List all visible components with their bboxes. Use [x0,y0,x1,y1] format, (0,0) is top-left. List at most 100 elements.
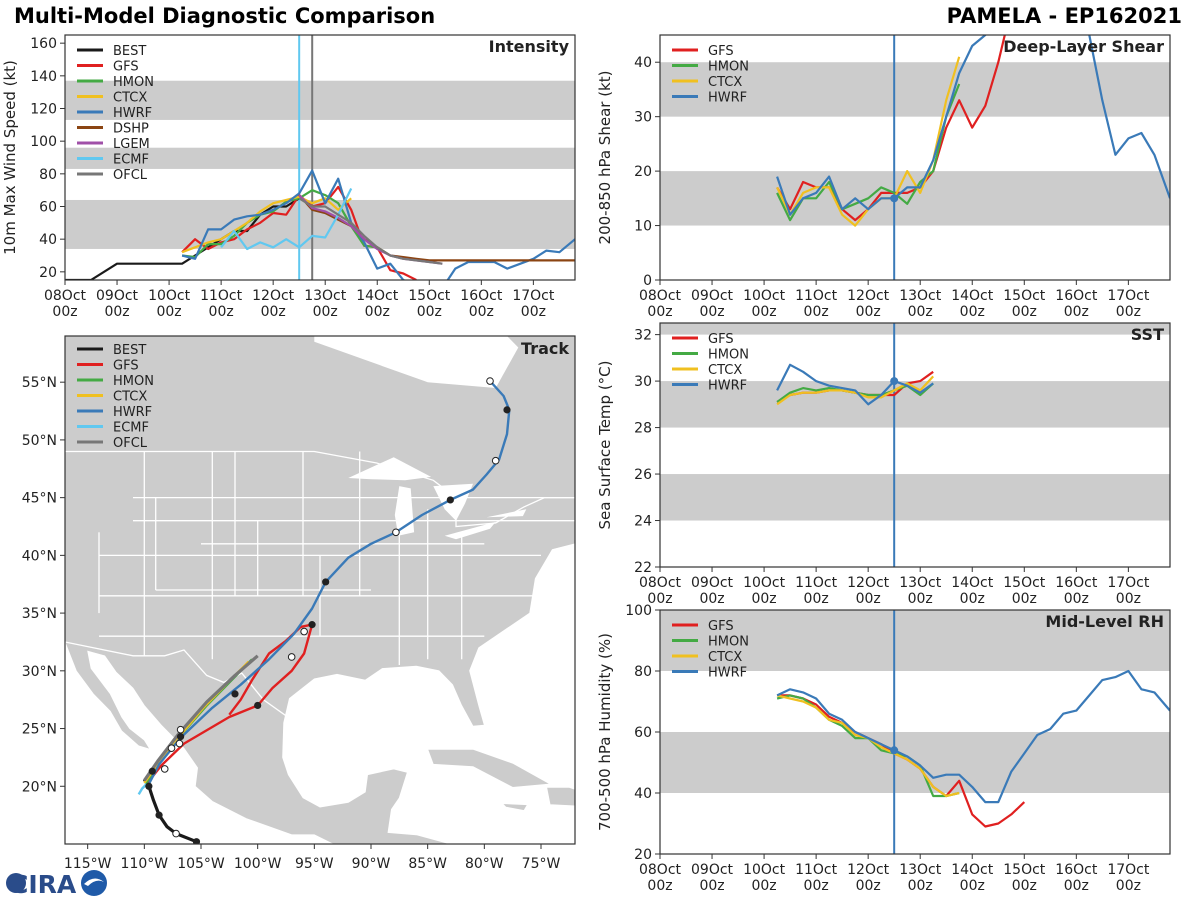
intensity-band [65,80,575,120]
intensity-ytick-label: 40 [39,232,57,248]
track-series-hwrf [146,380,511,787]
intensity-xtick-label: 15Oct [408,288,451,304]
sst-xtick-label: 00z [1012,591,1037,607]
track-point-open [175,739,184,748]
shear-xtick-label: 09Oct [691,288,734,304]
sst-legend-label-ctcx: CTCX [708,363,742,378]
intensity-xtick-label: 13Oct [304,288,347,304]
intensity-ytick-label: 120 [30,102,57,118]
rh-legend-label-hwrf: HWRF [708,666,747,681]
rh-legend-label-gfs: GFS [708,619,734,634]
lake-erie [444,521,496,540]
track-point-open [176,725,185,734]
shear-ylabel: 200-850 hPa Shear (kt) [596,71,614,245]
shear-xtick-label: 14Oct [951,288,994,304]
track-map-area [65,336,575,844]
track-point-filled [308,621,316,629]
sst-xtick-label: 00z [908,591,933,607]
satellite-swirl-icon [6,873,26,893]
shear-ytick-label: 30 [634,110,652,126]
track-series-ecmf [137,783,148,796]
shear-band [660,62,1170,117]
intensity-legend-label-ctcx: CTCX [113,91,147,106]
intensity-legend-label-lgem: LGEM [113,137,150,152]
track-frame [64,335,576,845]
rh-xtick-label: 10Oct [743,862,786,878]
shear-frame [659,34,1171,281]
intensity-ytick-label: 80 [39,167,57,183]
rh-legend-label-ctcx: CTCX [708,650,742,665]
intensity-xtick-label: 00z [209,304,234,320]
rh-xtick-label: 09Oct [691,862,734,878]
rh-band [660,610,1170,671]
intensity-frame [64,34,576,281]
rh-xtick-label: 08Oct [639,862,682,878]
rh-ytick-label: 20 [634,847,652,863]
track-legend-label-ecmf: ECMF [113,421,149,436]
sst-xtick-label: 00z [856,591,881,607]
rh-title: Mid-Level RH [1045,612,1164,631]
track-point-open [392,528,400,537]
sst-xtick-label: 15Oct [1003,575,1046,591]
shear-ytick-label: 20 [634,164,652,180]
sst-ytick-label: 32 [634,328,652,344]
track-lon-label: 110°W [121,856,169,872]
rh-ytick-label: 80 [634,664,652,680]
rh-ytick-label: 40 [634,786,652,802]
track-point-filled [177,733,185,741]
intensity-xtick-label: 17Oct [512,288,555,304]
rh-legend-label-hmon: HMON [708,635,749,650]
intensity-series-hmon [181,189,391,259]
intensity-ytick-label: 140 [30,69,57,85]
shear-xtick-label: 00z [908,304,933,320]
shear-xtick-label: 00z [647,304,672,320]
shear-legend-label-gfs: GFS [708,44,734,59]
track-lat-label: 45°N [22,491,57,507]
track-lon-label: 105°W [177,856,225,872]
sst-xtick-label: 00z [1064,591,1089,607]
rh-panel: 2040608010008Oct00z09Oct00z10Oct00z11Oct… [596,603,1171,894]
track-point-open [287,653,296,661]
cuba-land [427,748,552,788]
intensity-xtick-label: 09Oct [96,288,139,304]
track-point-open [167,744,176,752]
shear-xtick-label: 11Oct [795,288,838,304]
intensity-band [65,147,575,169]
intensity-ytick-label: 60 [39,200,57,216]
intensity-xtick-label: 00z [313,304,338,320]
track-point-filled [148,767,156,775]
rh-xtick-label: 00z [1012,878,1037,894]
intensity-title: Intensity [489,37,570,56]
intensity-xtick-label: 14Oct [356,288,399,304]
sst-plot-area [660,323,1170,567]
track-legend-label-hwrf: HWRF [113,405,152,420]
logo-text: CIRA [10,870,77,898]
intensity-series-dshp [298,194,575,262]
track-point-filled [145,782,153,790]
rh-xtick-label: 15Oct [1003,862,1046,878]
sst-xtick-label: 17Oct [1107,575,1150,591]
track-lon-label: 115°W [64,856,112,872]
track-point-open [160,765,169,773]
track-lon-label: 80°W [465,856,504,872]
rh-xtick-label: 12Oct [847,862,890,878]
rh-xtick-label: 00z [804,878,829,894]
track-lon-label: 90°W [352,856,391,872]
rh-xtick-label: 00z [699,878,724,894]
sst-xtick-label: 13Oct [899,575,942,591]
sst-ytick-label: 22 [634,560,652,576]
shear-ytick-label: 10 [634,219,652,235]
track-lon-label: 75°W [522,856,561,872]
intensity-xtick-label: 00z [469,304,494,320]
track-series-ofcl [142,654,259,782]
track-point-filled [503,406,511,414]
intensity-xtick-label: 12Oct [252,288,295,304]
shear-xtick-label: 15Oct [1003,288,1046,304]
sst-xtick-label: 08Oct [639,575,682,591]
sst-panel: 22242628303208Oct00z09Oct00z10Oct00z11Oc… [596,322,1171,607]
track-legend-label-ctcx: CTCX [113,390,147,405]
shear-xtick-label: 17Oct [1107,288,1150,304]
track-point-filled [254,701,262,710]
shear-xtick-label: 08Oct [639,288,682,304]
track-lon-label: 95°W [295,856,334,872]
